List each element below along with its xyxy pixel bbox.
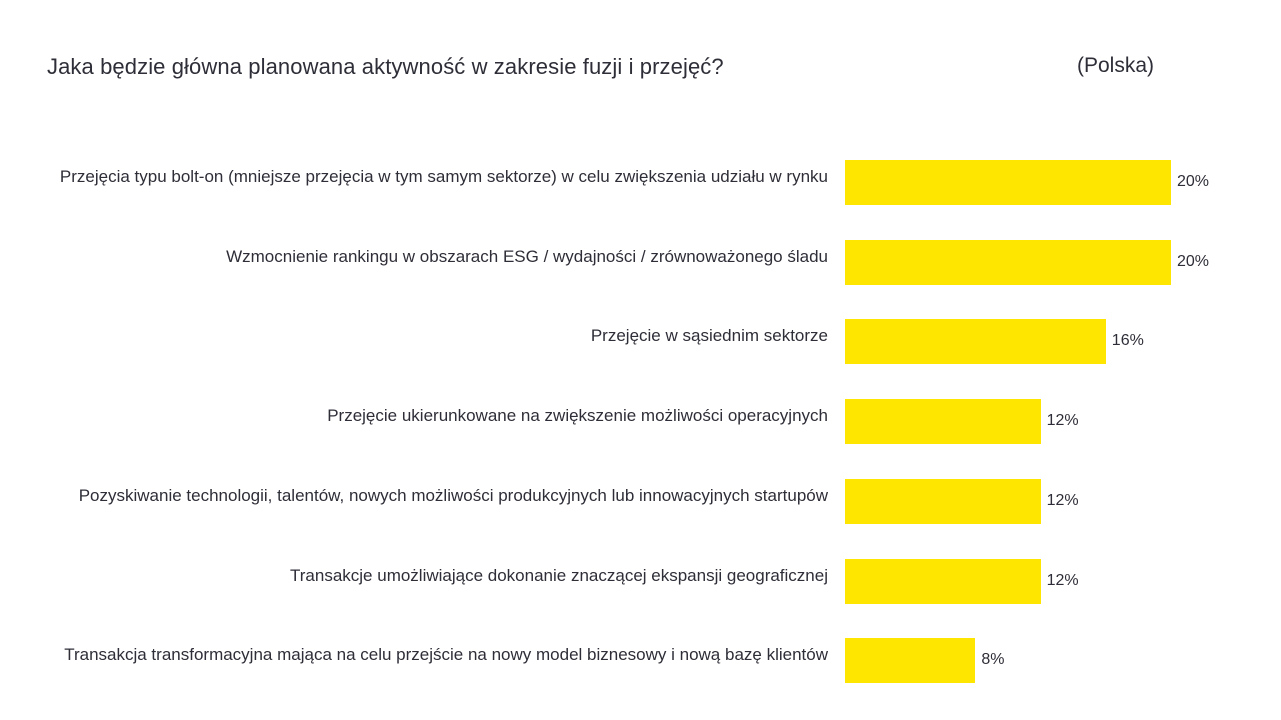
bar xyxy=(845,638,976,684)
bar xyxy=(845,160,1171,205)
data-label: 12% xyxy=(1046,571,1079,589)
bar xyxy=(845,399,1041,445)
category-label: Transakcje umożliwiające dokonanie znacz… xyxy=(290,565,828,585)
bar xyxy=(845,558,1041,604)
category-label: Transakcja transformacyjna mająca na cel… xyxy=(64,645,828,665)
category-label: Pozyskiwanie technologii, talentów, nowy… xyxy=(78,485,828,505)
data-label: 8% xyxy=(981,651,1005,669)
data-label: 12% xyxy=(1046,412,1079,430)
data-label: 12% xyxy=(1046,491,1079,509)
bar xyxy=(845,239,1171,285)
category-label: Przejęcia typu bolt-on (mniejsze przejęc… xyxy=(59,167,828,186)
category-label: Przejęcie w sąsiednim sektorze xyxy=(590,326,828,346)
data-label: 20% xyxy=(1177,252,1210,270)
chart-subtitle: (Polska) xyxy=(1077,54,1155,77)
category-label: Przejęcie ukierunkowane na zwiększenie m… xyxy=(327,406,828,426)
chart-title: Jaka będzie główna planowana aktywność w… xyxy=(47,54,724,79)
data-label: 16% xyxy=(1111,332,1144,350)
category-label: Wzmocnienie rankingu w obszarach ESG / w… xyxy=(226,246,828,266)
bar xyxy=(845,319,1106,365)
data-label: 20% xyxy=(1177,173,1210,190)
bar xyxy=(845,478,1041,524)
